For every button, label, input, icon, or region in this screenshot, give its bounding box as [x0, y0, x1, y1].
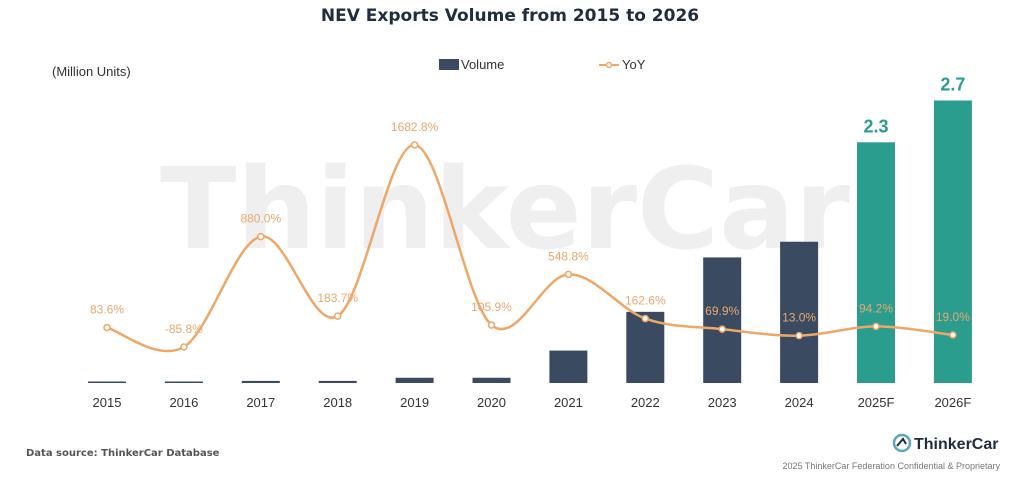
legend-volume-label: Volume — [461, 57, 504, 72]
yoy-label-2019: 1682.8% — [391, 120, 439, 134]
chart-title: NEV Exports Volume from 2015 to 2026 — [321, 6, 699, 26]
x-tick-label-2025F: 2025F — [858, 395, 895, 410]
footer-note: 2025 ThinkerCar Federation Confidential … — [783, 461, 1001, 471]
brand-name: ThinkerCar — [914, 436, 998, 453]
x-tick-label-2021: 2021 — [554, 395, 583, 410]
x-axis: 2015 2016 2017 2018 2019 2020 2021 2022 2023 2024… — [93, 395, 972, 410]
unit-label: (Million Units) — [52, 64, 131, 79]
yoy-line — [106, 143, 954, 353]
yoy-label-2016: -85.8% — [165, 322, 203, 336]
x-tick-label-2024: 2024 — [785, 395, 814, 410]
x-tick-label-2016: 2016 — [169, 395, 198, 410]
volume-bar-2016 — [164, 381, 203, 383]
yoy-label-2015: 83.6% — [90, 303, 124, 317]
yoy-label-2020: 105.9% — [471, 300, 512, 314]
data-source: Data source: ThinkerCar Database — [26, 448, 220, 459]
yoy-point-2024 — [795, 331, 803, 340]
volume-bar-2015 — [88, 381, 126, 383]
yoy-label-2026F: 19.0% — [936, 310, 970, 324]
volume-bars: 2.3 2.7 — [88, 74, 972, 383]
yoy-point-2018 — [333, 312, 342, 320]
yoy-point-2022 — [641, 314, 650, 323]
volume-bar-2026F — [933, 100, 972, 383]
yoy-point-2026F — [949, 331, 957, 339]
x-tick-label-2020: 2020 — [477, 395, 506, 410]
brand-logo: ThinkerCar — [892, 433, 998, 453]
x-tick-label-2023: 2023 — [708, 395, 737, 410]
watermark: ThinkerCar — [160, 145, 850, 275]
x-tick-label-2018: 2018 — [323, 395, 352, 410]
x-tick-label-2015: 2015 — [93, 395, 122, 410]
brand-logo-icon — [892, 433, 912, 453]
yoy-label-2025F: 94.2% — [859, 301, 893, 315]
volume-bar-2017 — [241, 380, 280, 383]
volume-bar-2019 — [395, 377, 434, 383]
volume-bar-2023 — [703, 257, 742, 383]
volume-bar-2022 — [626, 311, 665, 383]
yoy-point-2017 — [257, 232, 265, 241]
volume-bar-2020 — [472, 377, 511, 383]
legend: Volume YoY — [439, 57, 646, 72]
volume-bar-2025F — [857, 142, 895, 383]
brand-logo-mark — [896, 437, 907, 447]
yoy-line-layer: 83.6% -85.8% 880.0% 183.7% 1682.8% 105.9% 548.… — [90, 120, 970, 353]
x-tick-label-2017: 2017 — [246, 395, 275, 410]
yoy-point-2019 — [410, 141, 419, 149]
yoy-label-2017: 880.0% — [240, 212, 281, 226]
volume-bar-2024 — [780, 241, 819, 383]
x-tick-label-2026F: 2026F — [934, 395, 971, 410]
yoy-point-2025F — [872, 322, 880, 331]
yoy-label-2018: 183.7% — [317, 291, 358, 305]
volume-bar-2021 — [549, 350, 588, 383]
yoy-point-2016 — [180, 343, 188, 351]
volume-value-label-2026F: 2.7 — [940, 74, 965, 94]
legend-yoy-marker — [605, 61, 613, 69]
yoy-point-2021 — [564, 270, 573, 279]
volume-bar-2018 — [318, 380, 357, 383]
legend-yoy-label: YoY — [622, 57, 646, 72]
yoy-point-2020 — [487, 321, 496, 329]
yoy-label-2021: 548.8% — [548, 249, 589, 263]
volume-value-label-2025F: 2.3 — [863, 116, 888, 136]
x-tick-label-2022: 2022 — [631, 395, 660, 410]
yoy-point-2023 — [718, 325, 726, 333]
yoy-label-2023: 69.9% — [705, 304, 739, 318]
yoy-label-2024: 13.0% — [782, 311, 816, 325]
yoy-label-2022: 162.6% — [625, 294, 666, 308]
yoy-point-2015 — [103, 323, 111, 332]
legend-volume-swatch — [439, 59, 459, 70]
x-tick-label-2019: 2019 — [400, 395, 429, 410]
